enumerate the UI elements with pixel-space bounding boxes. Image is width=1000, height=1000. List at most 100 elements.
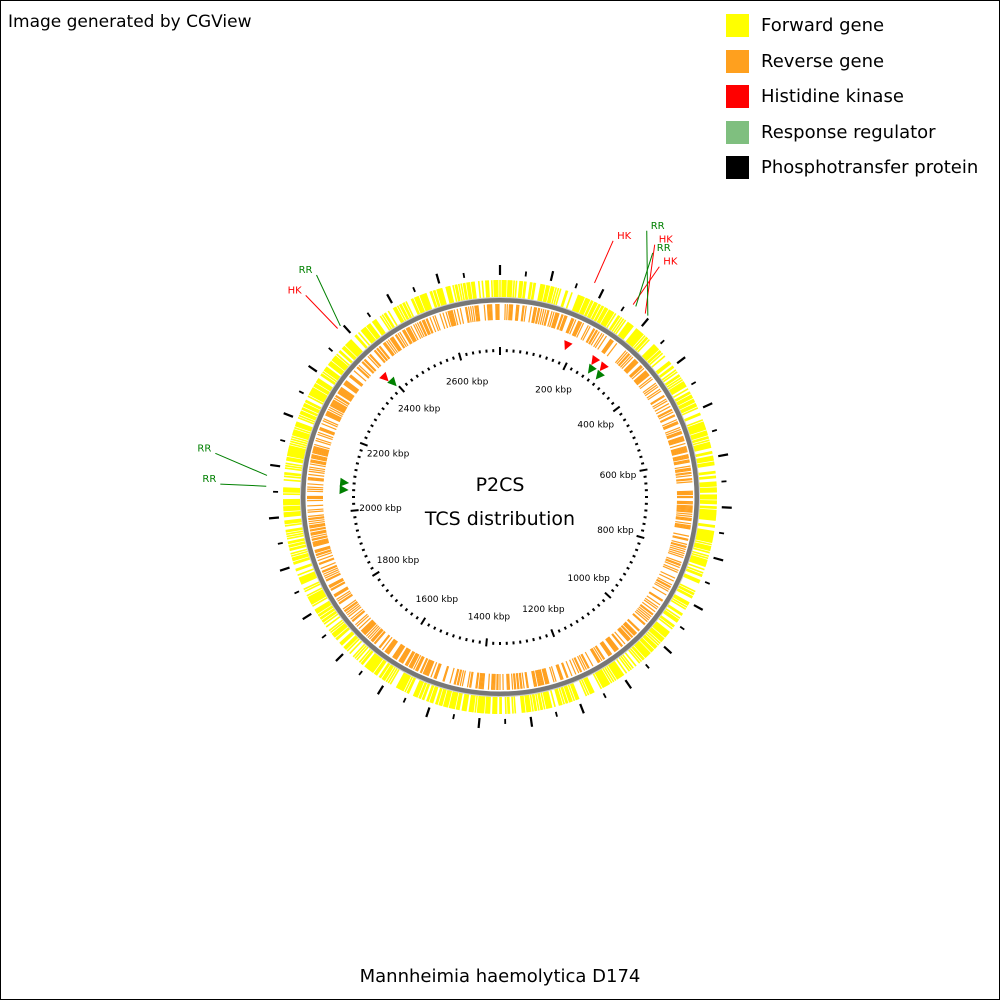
- forward-gene-mark: [681, 404, 698, 414]
- reverse-gene-mark: [392, 644, 403, 659]
- forward-gene-mark: [693, 443, 711, 450]
- minor-scale-tick: [370, 566, 374, 570]
- forward-gene-mark: [439, 689, 446, 706]
- forward-gene-mark: [688, 424, 706, 432]
- reverse-gene-mark: [405, 328, 415, 343]
- minor-scale-tick: [615, 583, 619, 587]
- reverse-gene-mark: [331, 402, 346, 411]
- forward-gene-mark: [519, 281, 524, 299]
- forward-gene-mark: [627, 329, 640, 344]
- forward-gene-mark: [661, 369, 677, 381]
- forward-gene-mark: [421, 683, 430, 700]
- forward-gene-mark: [429, 686, 437, 703]
- forward-gene-mark: [696, 532, 714, 538]
- reverse-gene-mark: [655, 579, 671, 589]
- forward-gene-mark: [544, 285, 551, 303]
- outer-tick: [602, 692, 607, 699]
- minor-scale-tick: [610, 588, 615, 593]
- reverse-gene-mark: [671, 449, 688, 455]
- forward-gene-mark: [575, 296, 584, 313]
- scale-tick-label: 2000 kbp: [359, 504, 402, 514]
- reverse-gene-mark: [547, 310, 553, 327]
- reverse-gene-mark: [584, 651, 594, 667]
- reverse-gene-mark: [676, 477, 693, 481]
- reverse-gene-mark: [362, 621, 376, 634]
- forward-gene-mark: [687, 422, 705, 430]
- reverse-gene-mark: [312, 539, 329, 545]
- forward-gene-mark: [598, 670, 609, 686]
- forward-gene-mark: [349, 640, 363, 655]
- outer-tick: [663, 645, 673, 655]
- reverse-gene-mark: [649, 591, 664, 601]
- forward-gene-mark: [631, 646, 644, 661]
- reverse-gene-mark: [315, 547, 331, 554]
- forward-gene-mark: [561, 290, 569, 308]
- forward-gene-mark: [446, 690, 453, 708]
- reverse-gene-mark: [665, 558, 681, 566]
- forward-gene-mark: [283, 502, 301, 505]
- reverse-gene-mark: [453, 309, 459, 326]
- reverse-gene-mark: [676, 502, 693, 505]
- minor-scale-tick: [410, 378, 414, 382]
- reverse-gene-mark: [580, 325, 589, 340]
- reverse-gene-mark: [311, 535, 328, 540]
- reverse-gene-mark: [534, 670, 540, 687]
- reverse-gene-mark: [395, 334, 406, 349]
- forward-gene-mark: [406, 677, 416, 694]
- forward-gene-mark: [682, 407, 699, 416]
- reverse-gene-mark: [308, 516, 325, 520]
- forward-gene-mark: [699, 514, 717, 518]
- reverse-gene-mark: [669, 442, 686, 449]
- outer-tick: [462, 272, 466, 279]
- reverse-gene-mark: [675, 520, 692, 525]
- legend-swatch: [726, 14, 749, 38]
- forward-gene-mark: [444, 690, 450, 708]
- forward-gene-mark: [695, 536, 713, 542]
- reverse-gene-mark: [374, 349, 386, 363]
- outer-tick: [342, 324, 352, 334]
- reverse-gene-mark: [451, 309, 457, 326]
- reverse-gene-mark: [659, 414, 675, 423]
- forward-gene-mark: [393, 307, 404, 323]
- forward-gene-mark: [695, 537, 713, 544]
- reverse-gene-mark: [486, 304, 490, 321]
- reverse-gene-mark: [508, 673, 511, 690]
- reverse-gene-mark: [404, 650, 414, 666]
- forward-gene-mark: [686, 419, 704, 427]
- forward-gene-mark: [637, 339, 650, 353]
- reverse-gene-mark: [425, 318, 433, 334]
- reverse-gene-mark: [337, 391, 352, 402]
- reverse-gene-mark: [335, 395, 350, 406]
- reverse-gene-mark: [515, 673, 519, 690]
- reverse-gene-mark: [368, 626, 381, 640]
- major-scale-tick: [398, 385, 406, 393]
- forward-gene-mark: [288, 447, 306, 453]
- forward-gene-mark: [696, 457, 714, 463]
- reverse-gene-mark: [629, 365, 643, 378]
- forward-gene-mark: [333, 357, 348, 370]
- reverse-gene-mark: [434, 663, 441, 679]
- reverse-gene-mark: [338, 390, 353, 401]
- major-scale-tick: [550, 629, 556, 638]
- forward-gene-mark: [311, 388, 328, 399]
- minor-scale-tick: [471, 351, 475, 355]
- outer-tick: [693, 604, 704, 611]
- reverse-gene-mark: [479, 672, 483, 690]
- minor-scale-tick: [361, 548, 366, 552]
- reverse-gene-mark: [419, 321, 428, 337]
- forward-gene-mark: [622, 325, 634, 340]
- reverse-gene-mark: [510, 304, 514, 321]
- forward-gene-mark: [303, 402, 320, 412]
- forward-gene-mark: [479, 696, 483, 714]
- forward-gene-mark: [492, 696, 495, 714]
- forward-gene-mark: [368, 323, 381, 338]
- reverse-gene-mark: [603, 340, 614, 355]
- forward-gene-mark: [653, 623, 668, 636]
- reverse-gene-mark: [449, 310, 455, 327]
- forward-gene-mark: [316, 379, 333, 390]
- forward-gene-mark: [579, 298, 589, 315]
- forward-gene-mark: [694, 543, 712, 549]
- forward-gene-mark: [655, 360, 670, 373]
